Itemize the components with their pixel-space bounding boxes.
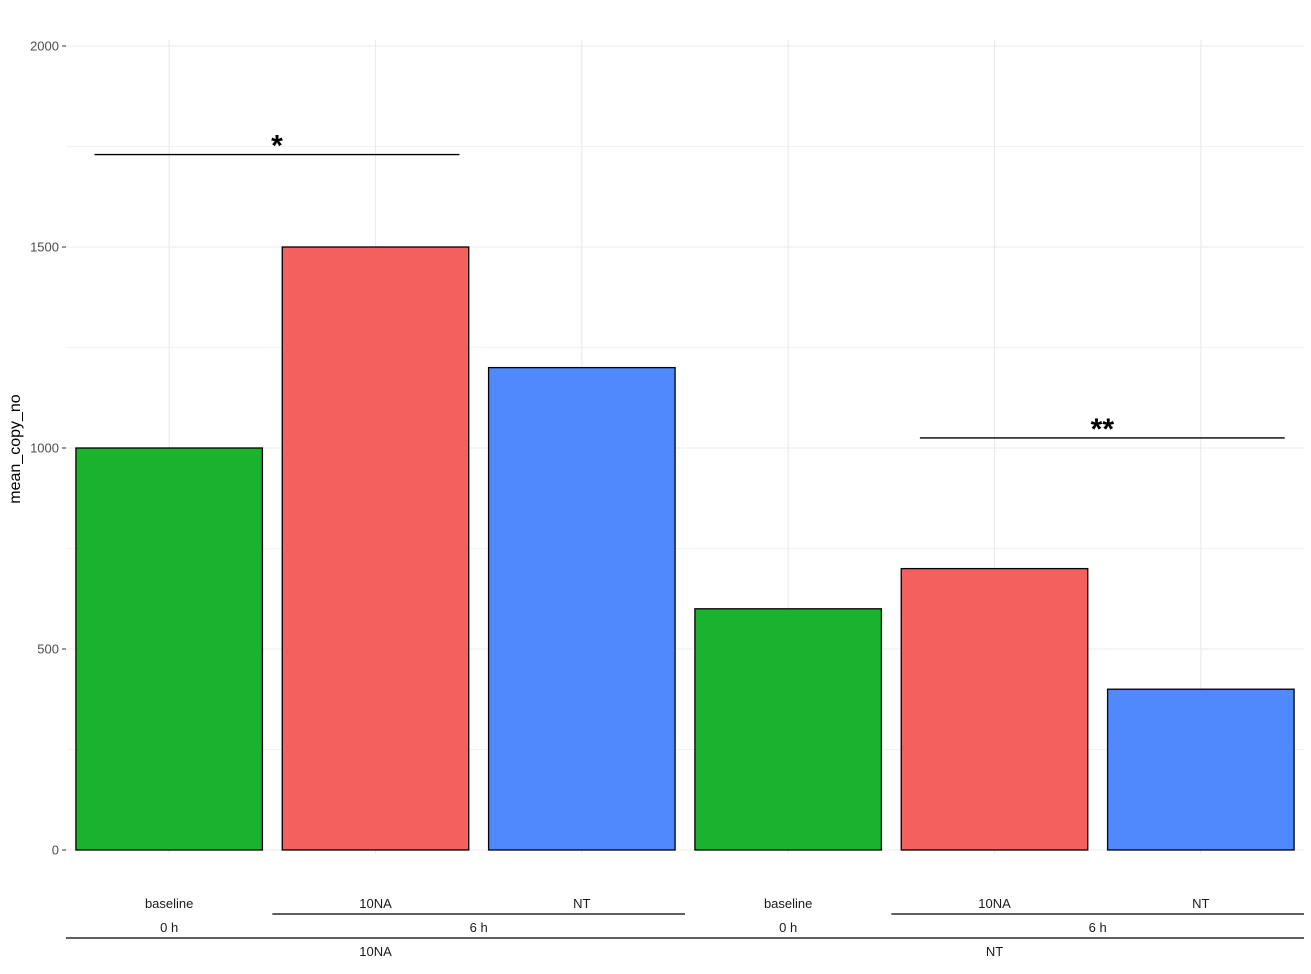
x-treatment-label: NT bbox=[1192, 896, 1209, 911]
y-axis-title: mean_copy_no bbox=[7, 394, 24, 504]
x-group-label: NT bbox=[986, 944, 1003, 959]
x-group-label: 10NA bbox=[359, 944, 392, 959]
bar bbox=[487, 366, 676, 851]
y-tick-label: 1000 bbox=[30, 441, 59, 456]
bars bbox=[75, 246, 1295, 851]
y-tick-label: 1500 bbox=[30, 240, 59, 255]
y-tick-label: 2000 bbox=[30, 39, 59, 54]
x-time-label: 0 h bbox=[160, 920, 178, 935]
bar bbox=[694, 608, 883, 851]
significance-label: ** bbox=[1091, 413, 1115, 446]
y-tick-label: 500 bbox=[37, 642, 59, 657]
bar bbox=[281, 246, 470, 851]
x-treatment-label: baseline bbox=[145, 896, 193, 911]
significance-annotations: *** bbox=[94, 130, 1285, 446]
x-axis: baseline 10NA NT baseline 10NA NT 0 h 6 h 0 h 6 h… bbox=[66, 896, 1304, 959]
x-time-label: 0 h bbox=[779, 920, 797, 935]
x-treatment-label: baseline bbox=[764, 896, 812, 911]
bar bbox=[900, 567, 1089, 851]
x-treatment-label: 10NA bbox=[359, 896, 392, 911]
x-time-label: 6 h bbox=[1089, 920, 1107, 935]
x-time-label: 6 h bbox=[470, 920, 488, 935]
bar bbox=[1106, 688, 1295, 851]
x-treatment-label: NT bbox=[573, 896, 590, 911]
x-treatment-label: 10NA bbox=[978, 896, 1011, 911]
y-tick-label: 0 bbox=[52, 843, 59, 858]
y-axis: 0 500 1000 1500 2000 bbox=[30, 39, 66, 858]
bar bbox=[75, 447, 264, 851]
significance-label: * bbox=[271, 130, 283, 163]
